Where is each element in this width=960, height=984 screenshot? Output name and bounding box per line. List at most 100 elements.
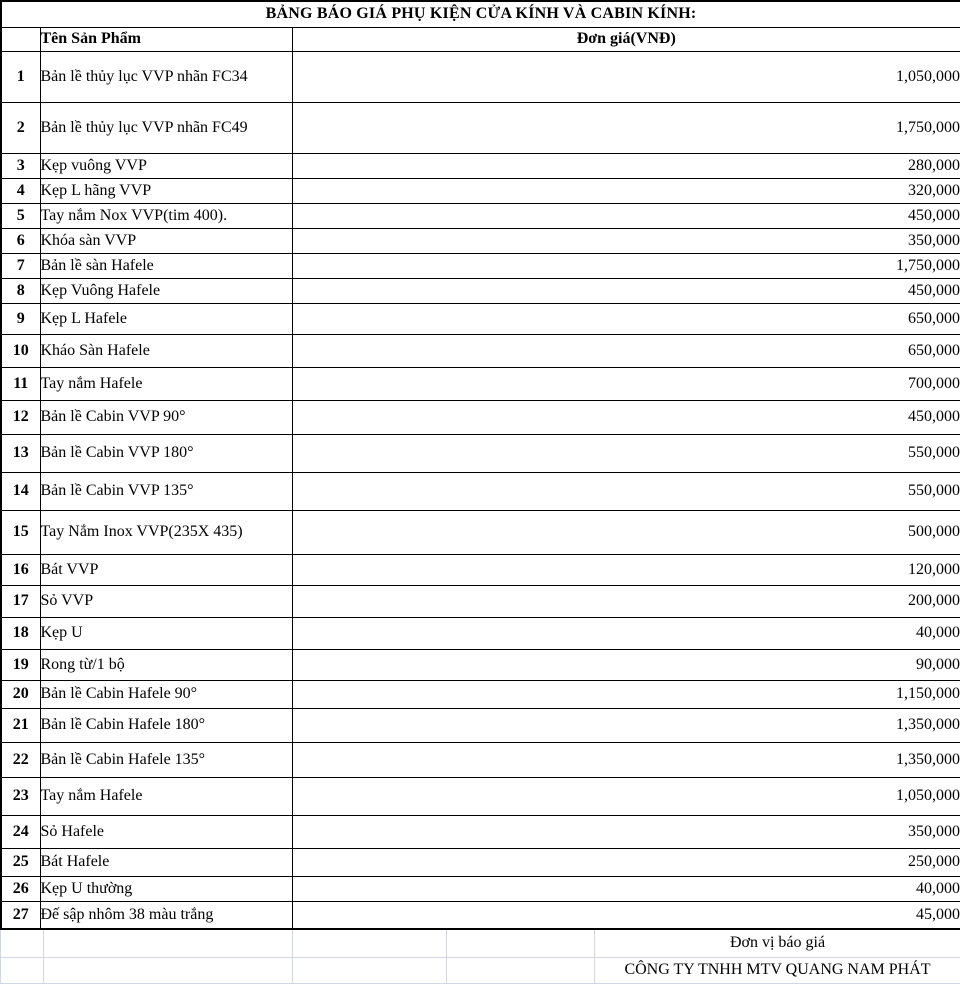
product-name: Kẹp U [40, 617, 292, 649]
product-price: 550,000 [292, 434, 960, 472]
product-name: Khóa sàn VVP [40, 228, 292, 253]
row-number: 25 [1, 848, 40, 876]
product-name: Rong từ/1 bộ [40, 649, 292, 680]
product-name: Kẹp L hãng VVP [40, 178, 292, 203]
row-number: 13 [1, 434, 40, 472]
product-price: 1,350,000 [292, 708, 960, 742]
footer-grid: Đơn vị báo giá CÔNG TY TNHH MTV QUANG NA… [0, 930, 960, 984]
product-price: 1,750,000 [292, 102, 960, 153]
product-price: 650,000 [292, 303, 960, 334]
row-number: 9 [1, 303, 40, 334]
row-number: 26 [1, 876, 40, 901]
row-number: 17 [1, 585, 40, 617]
product-price: 320,000 [292, 178, 960, 203]
product-price: 1,150,000 [292, 680, 960, 708]
row-number: 2 [1, 102, 40, 153]
header-number-cell [1, 27, 40, 51]
product-name: Bản lề sàn Hafele [40, 253, 292, 278]
product-name: Tay nắm Nox VVP(tim 400). [40, 203, 292, 228]
row-number: 27 [1, 901, 40, 929]
product-price: 40,000 [292, 617, 960, 649]
product-name: Kháo Sàn Hafele [40, 334, 292, 367]
row-number: 4 [1, 178, 40, 203]
header-row: Tên Sản Phẩm Đơn giá(VNĐ) [1, 27, 960, 51]
row-number: 14 [1, 472, 40, 510]
row-number: 23 [1, 777, 40, 815]
empty-cell [447, 930, 595, 957]
title-row: BẢNG BÁO GIÁ PHỤ KIỆN CỬA KÍNH VÀ CABIN … [1, 1, 960, 27]
empty-cell [44, 930, 293, 957]
product-name: Tay nắm Hafele [40, 777, 292, 815]
product-price: 350,000 [292, 228, 960, 253]
empty-cell [44, 957, 293, 983]
row-number: 1 [1, 51, 40, 102]
empty-cell [447, 957, 595, 983]
product-price: 450,000 [292, 278, 960, 303]
product-price: 450,000 [292, 203, 960, 228]
price-table: BẢNG BÁO GIÁ PHỤ KIỆN CỬA KÍNH VÀ CABIN … [0, 0, 960, 930]
row-number: 12 [1, 400, 40, 434]
row-number: 16 [1, 554, 40, 585]
product-price: 120,000 [292, 554, 960, 585]
row-number: 3 [1, 153, 40, 178]
product-price: 40,000 [292, 876, 960, 901]
row-number: 6 [1, 228, 40, 253]
product-price: 450,000 [292, 400, 960, 434]
row-number: 24 [1, 815, 40, 848]
product-name: Bản lề Cabin Hafele 180° [40, 708, 292, 742]
company-name: CÔNG TY TNHH MTV QUANG NAM PHÁT [595, 957, 960, 983]
product-name: Bản lề Cabin VVP 180° [40, 434, 292, 472]
row-number: 15 [1, 510, 40, 554]
product-name: Bản lề Cabin VVP 135° [40, 472, 292, 510]
product-name: Kẹp vuông VVP [40, 153, 292, 178]
row-number: 20 [1, 680, 40, 708]
product-price: 200,000 [292, 585, 960, 617]
row-number: 11 [1, 367, 40, 400]
product-price: 45,000 [292, 901, 960, 929]
product-name: Sỏ VVP [40, 585, 292, 617]
empty-cell [293, 930, 447, 957]
product-name: Bản lề thủy lục VVP nhãn FC49 [40, 102, 292, 153]
product-name: Kẹp L Hafele [40, 303, 292, 334]
product-name: Bản lề Cabin VVP 90° [40, 400, 292, 434]
product-name: Kẹp Vuông Hafele [40, 278, 292, 303]
row-number: 18 [1, 617, 40, 649]
product-name: Kẹp U thường [40, 876, 292, 901]
header-price: Đơn giá(VNĐ) [292, 27, 960, 51]
product-name: Đế sập nhôm 38 màu trắng [40, 901, 292, 929]
product-price: 500,000 [292, 510, 960, 554]
row-number: 22 [1, 742, 40, 777]
product-price: 1,050,000 [292, 777, 960, 815]
product-price: 250,000 [292, 848, 960, 876]
footer-row: CÔNG TY TNHH MTV QUANG NAM PHÁT [1, 957, 960, 983]
row-number: 8 [1, 278, 40, 303]
empty-cell [1, 930, 44, 957]
empty-cell [1, 957, 44, 983]
header-product: Tên Sản Phẩm [40, 27, 292, 51]
row-number: 10 [1, 334, 40, 367]
product-price: 350,000 [292, 815, 960, 848]
product-price: 550,000 [292, 472, 960, 510]
product-price: 700,000 [292, 367, 960, 400]
